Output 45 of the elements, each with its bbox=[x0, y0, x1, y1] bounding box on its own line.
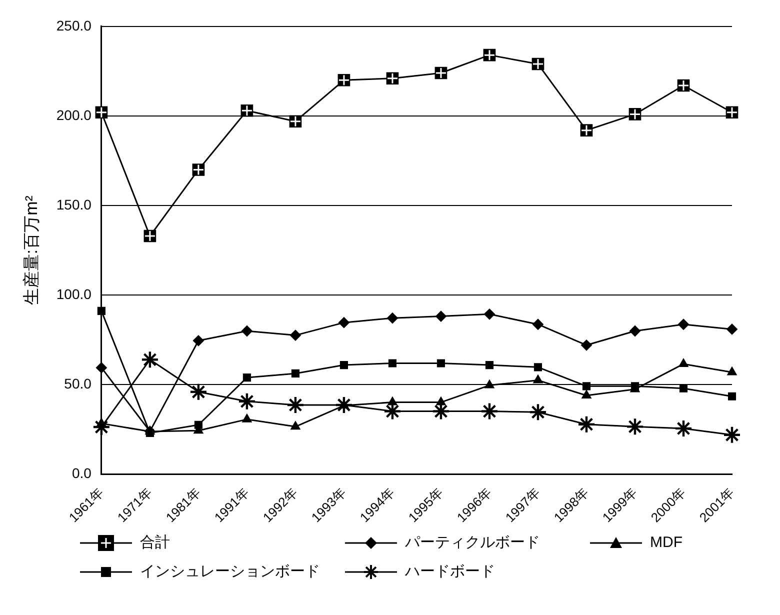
point bbox=[436, 359, 446, 368]
y-tick-label: 250.0 bbox=[56, 17, 92, 34]
point bbox=[532, 318, 544, 330]
point bbox=[242, 414, 252, 422]
y-tick-label: 100.0 bbox=[56, 286, 92, 302]
point bbox=[679, 384, 688, 392]
point bbox=[582, 382, 591, 390]
point bbox=[241, 325, 252, 336]
point bbox=[436, 396, 446, 406]
point bbox=[290, 421, 300, 430]
point bbox=[242, 374, 251, 382]
point bbox=[96, 362, 107, 374]
point bbox=[629, 325, 640, 336]
legend-label: インシュレーションボード bbox=[140, 562, 320, 581]
point bbox=[726, 324, 738, 335]
point bbox=[484, 308, 495, 320]
point bbox=[534, 363, 542, 372]
point bbox=[727, 366, 737, 376]
y-tick-label: 0.0 bbox=[72, 465, 92, 482]
point bbox=[388, 396, 398, 406]
point bbox=[580, 340, 592, 351]
point bbox=[388, 359, 396, 368]
point bbox=[291, 369, 300, 378]
point bbox=[340, 361, 348, 370]
point bbox=[192, 335, 204, 346]
point bbox=[386, 312, 398, 324]
legend-label: 合計 bbox=[140, 533, 170, 552]
point bbox=[435, 310, 446, 322]
point bbox=[728, 392, 736, 400]
point bbox=[678, 358, 688, 367]
y-tick-label: 200.0 bbox=[56, 106, 92, 123]
point bbox=[338, 317, 350, 328]
point bbox=[97, 306, 106, 315]
y-tick-label: 150.0 bbox=[56, 196, 92, 212]
point bbox=[290, 330, 301, 341]
point bbox=[582, 390, 592, 398]
point bbox=[678, 318, 689, 330]
legend-label: パーティクルボード bbox=[405, 533, 540, 552]
point bbox=[485, 361, 494, 370]
legend-label: MDF bbox=[650, 534, 682, 551]
point bbox=[484, 380, 494, 388]
y-axis-title: 生産量:百万m² bbox=[22, 195, 41, 306]
point bbox=[533, 374, 543, 384]
legend-label: ハードボード bbox=[405, 562, 495, 581]
y-tick-label: 50.0 bbox=[64, 376, 92, 392]
